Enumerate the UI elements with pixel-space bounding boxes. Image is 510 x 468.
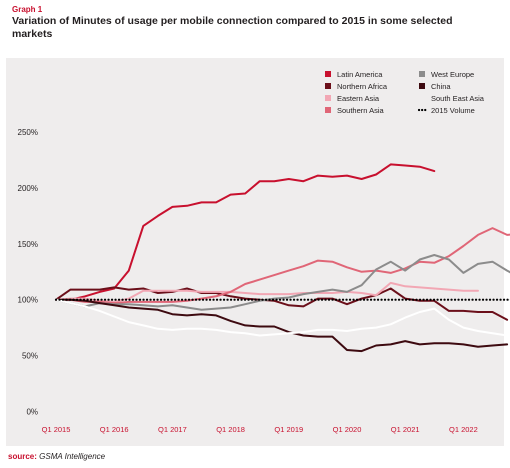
source-note: source: GSMA Intelligence — [8, 452, 105, 461]
y-tick-label: 50% — [22, 352, 38, 361]
legend-label: West Europe — [431, 70, 474, 79]
legend-item-northern-africa: Northern Africa — [325, 82, 388, 91]
legend-swatch — [325, 71, 331, 77]
y-tick-label: 150% — [18, 240, 38, 249]
chart-area — [6, 58, 504, 446]
y-tick-label: 250% — [18, 128, 38, 137]
legend-item-southern-asia: Southern Asia — [325, 106, 385, 115]
legend-swatch — [325, 107, 331, 113]
legend-label: China — [431, 82, 451, 91]
series-line-south-east-asia — [55, 298, 509, 337]
series-line-latin-america — [55, 163, 436, 301]
x-tick-label: Q1 2021 — [391, 425, 420, 434]
legend-swatch — [419, 83, 425, 89]
chart-title: Variation of Minutes of usage per mobile… — [12, 15, 453, 40]
source-value: GSMA Intelligence — [39, 452, 106, 461]
legend-swatch — [325, 83, 331, 89]
legend-label: Northern Africa — [337, 82, 388, 91]
legend-item-latin-america: Latin America — [325, 70, 383, 79]
source-label: source: — [8, 452, 37, 461]
legend-swatch — [325, 95, 331, 101]
x-tick-label: Q1 2020 — [333, 425, 362, 434]
x-tick-label: Q1 2022 — [449, 425, 478, 434]
legend-item-south-east-asia: South East Asia — [431, 94, 485, 103]
series-line-southern-asia — [55, 227, 510, 305]
x-tick-label: Q1 2018 — [216, 425, 245, 434]
graph-label: Graph 1 — [12, 5, 43, 14]
legend-label: Southern Asia — [337, 106, 385, 115]
series-line-china — [55, 298, 509, 353]
x-tick-label: Q1 2016 — [100, 425, 129, 434]
legend-label: Latin America — [337, 70, 383, 79]
legend-item-west-europe: West Europe — [419, 70, 474, 79]
series-line-west-europe — [55, 254, 510, 311]
legend-item-china: China — [419, 82, 451, 91]
x-tick-label: Q1 2019 — [274, 425, 303, 434]
y-tick-label: 0% — [26, 408, 38, 417]
legend-swatch — [419, 71, 425, 77]
legend-label: Eastern Asia — [337, 94, 380, 103]
x-tick-label: Q1 2015 — [42, 425, 71, 434]
series-line-northern-africa — [55, 286, 509, 321]
legend-item-eastern-asia: Eastern Asia — [325, 94, 380, 103]
y-tick-label: 200% — [18, 184, 38, 193]
legend-label: South East Asia — [431, 94, 485, 103]
x-tick-label: Q1 2017 — [158, 425, 187, 434]
legend-label: 2015 Volume — [431, 106, 475, 115]
y-tick-label: 100% — [18, 296, 38, 305]
legend-item-2015-volume: 2015 Volume — [417, 106, 475, 115]
